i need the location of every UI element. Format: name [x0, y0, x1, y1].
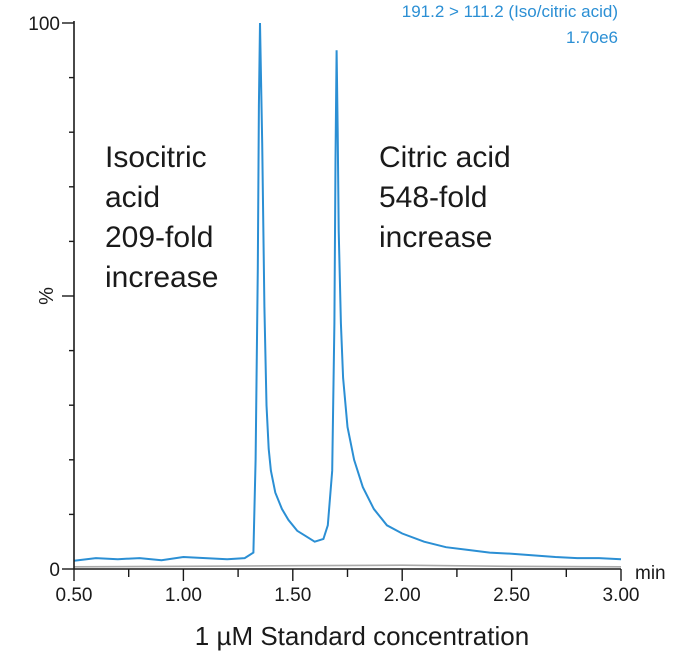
- annotation-citric-line-3: increase: [379, 221, 492, 254]
- annotation-isocitric-line-1: Isocitric: [105, 141, 207, 174]
- annotation-citric-line-1: Citric acid: [379, 141, 511, 174]
- series-trace-line: [73, 22, 622, 562]
- annotation-isocitric-line-4: increase: [105, 261, 218, 294]
- x-axis-title: 1 µM Standard concentration: [195, 621, 529, 651]
- y-axis-title: %: [36, 287, 58, 305]
- y-ticks: [62, 22, 74, 570]
- series-baseline-line: [73, 564, 622, 568]
- x-tick-label: 2.00: [384, 585, 421, 606]
- x-tick-label: 3.00: [603, 585, 640, 606]
- annotation-isocitric-line-2: acid: [105, 181, 160, 214]
- x-tick-label: 2.50: [493, 585, 530, 606]
- trace-intensity-label: 1.70e6: [566, 28, 618, 47]
- x-tick-label: 1.50: [274, 585, 311, 606]
- annotation-isocitric-line-3: 209-fold: [105, 221, 213, 254]
- x-unit-label: min: [635, 563, 666, 584]
- x-ticks: [73, 569, 622, 581]
- annotation-isocitric: Isocitric acid 209-fold increase: [105, 141, 218, 294]
- annotation-citric-line-2: 548-fold: [379, 181, 487, 214]
- annotation-citric: Citric acid 548-fold increase: [379, 141, 511, 254]
- x-tick-label: 1.00: [165, 585, 202, 606]
- trace-transition-label: 191.2 > 111.2 (Iso/citric acid): [402, 2, 618, 21]
- x-tick-label: 0.50: [56, 585, 93, 606]
- y-tick-label-100: 100: [28, 14, 60, 35]
- y-tick-label-0: 0: [49, 560, 60, 581]
